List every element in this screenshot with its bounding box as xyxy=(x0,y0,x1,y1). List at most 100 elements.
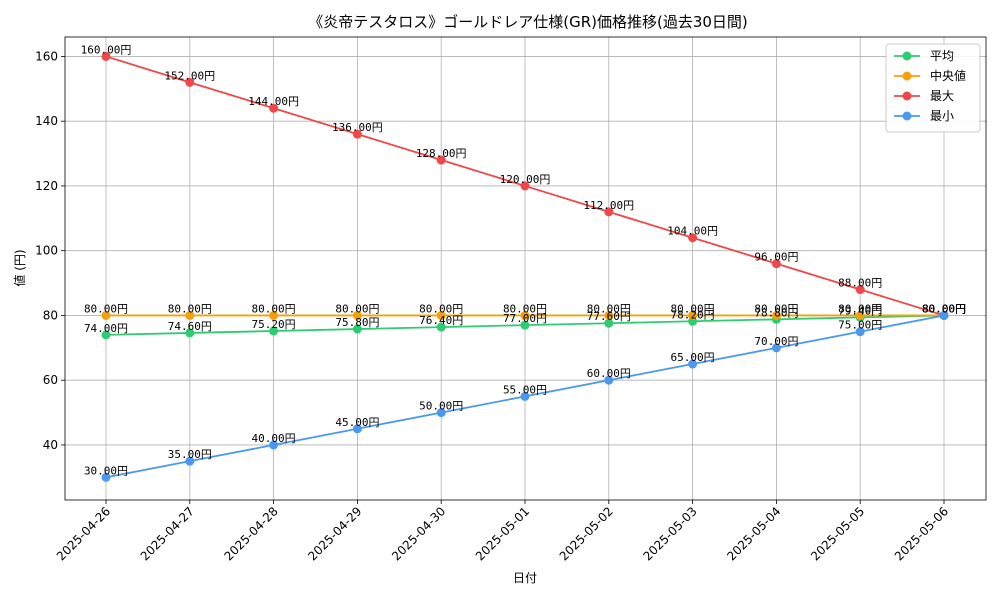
data-label: 96.00円 xyxy=(754,251,798,264)
legend-marker xyxy=(902,51,912,61)
data-point xyxy=(939,310,949,320)
data-label: 75.80円 xyxy=(335,316,379,329)
data-point xyxy=(436,322,446,332)
data-point xyxy=(101,310,111,320)
legend-entry: 最大 xyxy=(930,89,954,103)
data-point xyxy=(771,310,781,320)
data-point xyxy=(688,233,698,243)
chart-title: 《炎帝テスタロス》ゴールドレア仕様(GR)価格推移(過去30日間) xyxy=(308,13,748,31)
data-label: 160.00円 xyxy=(81,43,132,56)
data-label: 78.20円 xyxy=(671,308,715,321)
data-point xyxy=(269,440,279,450)
legend-marker xyxy=(902,91,912,101)
data-point xyxy=(520,391,530,401)
data-label: 104.00円 xyxy=(667,225,718,238)
data-label: 55.00円 xyxy=(503,383,547,396)
data-point xyxy=(604,375,614,385)
series-layer xyxy=(101,51,949,482)
data-label: 60.00円 xyxy=(587,367,631,380)
data-point xyxy=(520,320,530,330)
data-point xyxy=(101,330,111,340)
data-label: 80.00円 xyxy=(503,302,547,315)
data-label: 80.00円 xyxy=(922,302,966,315)
data-label: 88.00円 xyxy=(838,277,882,290)
data-label: 78.80円 xyxy=(754,306,798,319)
data-label: 77.00円 xyxy=(503,312,547,325)
data-label: 74.60円 xyxy=(168,320,212,333)
legend-box xyxy=(885,43,981,133)
legend-entry: 最小 xyxy=(930,109,954,123)
data-point xyxy=(688,310,698,320)
legend-marker xyxy=(902,71,912,81)
data-label: 77.60円 xyxy=(587,310,631,323)
data-label: 144.00円 xyxy=(248,95,299,108)
data-point xyxy=(352,310,362,320)
data-point xyxy=(771,343,781,353)
data-point xyxy=(436,310,446,320)
data-point xyxy=(520,310,530,320)
data-label: 120.00円 xyxy=(500,173,551,186)
data-point xyxy=(185,328,195,338)
data-point xyxy=(185,310,195,320)
data-label: 80.00円 xyxy=(168,302,212,315)
data-label: 45.00円 xyxy=(335,416,379,429)
data-label: 80.00円 xyxy=(838,302,882,315)
data-label: 80.00円 xyxy=(335,302,379,315)
data-point xyxy=(352,424,362,434)
data-point xyxy=(604,310,614,320)
y-tick-label: 100 xyxy=(35,244,58,258)
data-label: 136.00円 xyxy=(332,121,383,134)
data-point xyxy=(269,326,279,336)
y-axis-ticks: 40 60 80 100 120 140 160 xyxy=(35,49,65,452)
y-tick-label: 60 xyxy=(43,373,58,387)
data-label: 35.00円 xyxy=(168,448,212,461)
y-tick-label: 160 xyxy=(35,49,58,63)
data-point xyxy=(855,310,865,320)
data-point xyxy=(604,318,614,328)
data-point xyxy=(352,324,362,334)
data-labels: 74.00円 74.60円 75.20円 75.80円 76.40円 77.00円 77.6… xyxy=(81,43,966,477)
data-label: 65.00円 xyxy=(671,351,715,364)
data-point xyxy=(352,129,362,139)
data-label: 80.00円 xyxy=(922,302,966,315)
data-label: 79.40円 xyxy=(838,304,882,317)
data-label: 75.20円 xyxy=(252,318,296,331)
legend-entry: 平均 xyxy=(930,49,954,63)
data-label: 112.00円 xyxy=(583,199,634,212)
y-tick-label: 40 xyxy=(43,438,58,452)
y-tick-label: 140 xyxy=(35,114,58,128)
data-point xyxy=(185,456,195,466)
data-point xyxy=(436,408,446,418)
data-label: 80.00円 xyxy=(419,302,463,315)
y-tick-label: 80 xyxy=(43,308,58,322)
data-point xyxy=(269,310,279,320)
data-point xyxy=(604,207,614,217)
data-point xyxy=(269,103,279,113)
data-label: 30.00円 xyxy=(84,464,128,477)
data-point xyxy=(436,155,446,165)
data-point xyxy=(185,77,195,87)
data-label: 80.00円 xyxy=(922,302,966,315)
data-label: 80.00円 xyxy=(84,302,128,315)
plot-frame xyxy=(64,36,987,501)
data-label: 128.00円 xyxy=(416,147,467,160)
data-point xyxy=(520,181,530,191)
y-tick-label: 120 xyxy=(35,179,58,193)
data-label: 80.00円 xyxy=(754,302,798,315)
data-point xyxy=(771,259,781,269)
data-point xyxy=(855,285,865,295)
legend-entry: 中央値 xyxy=(930,68,966,83)
data-label: 152.00円 xyxy=(164,69,215,82)
y-axis-label: 値 (円) xyxy=(12,249,27,286)
data-label: 80.00円 xyxy=(587,302,631,315)
data-label: 75.00円 xyxy=(838,319,882,332)
data-point xyxy=(688,359,698,369)
data-label: 40.00円 xyxy=(252,432,296,445)
data-label: 80.00円 xyxy=(671,302,715,315)
data-point xyxy=(101,472,111,482)
data-label: 70.00円 xyxy=(754,335,798,348)
data-point xyxy=(101,51,111,61)
